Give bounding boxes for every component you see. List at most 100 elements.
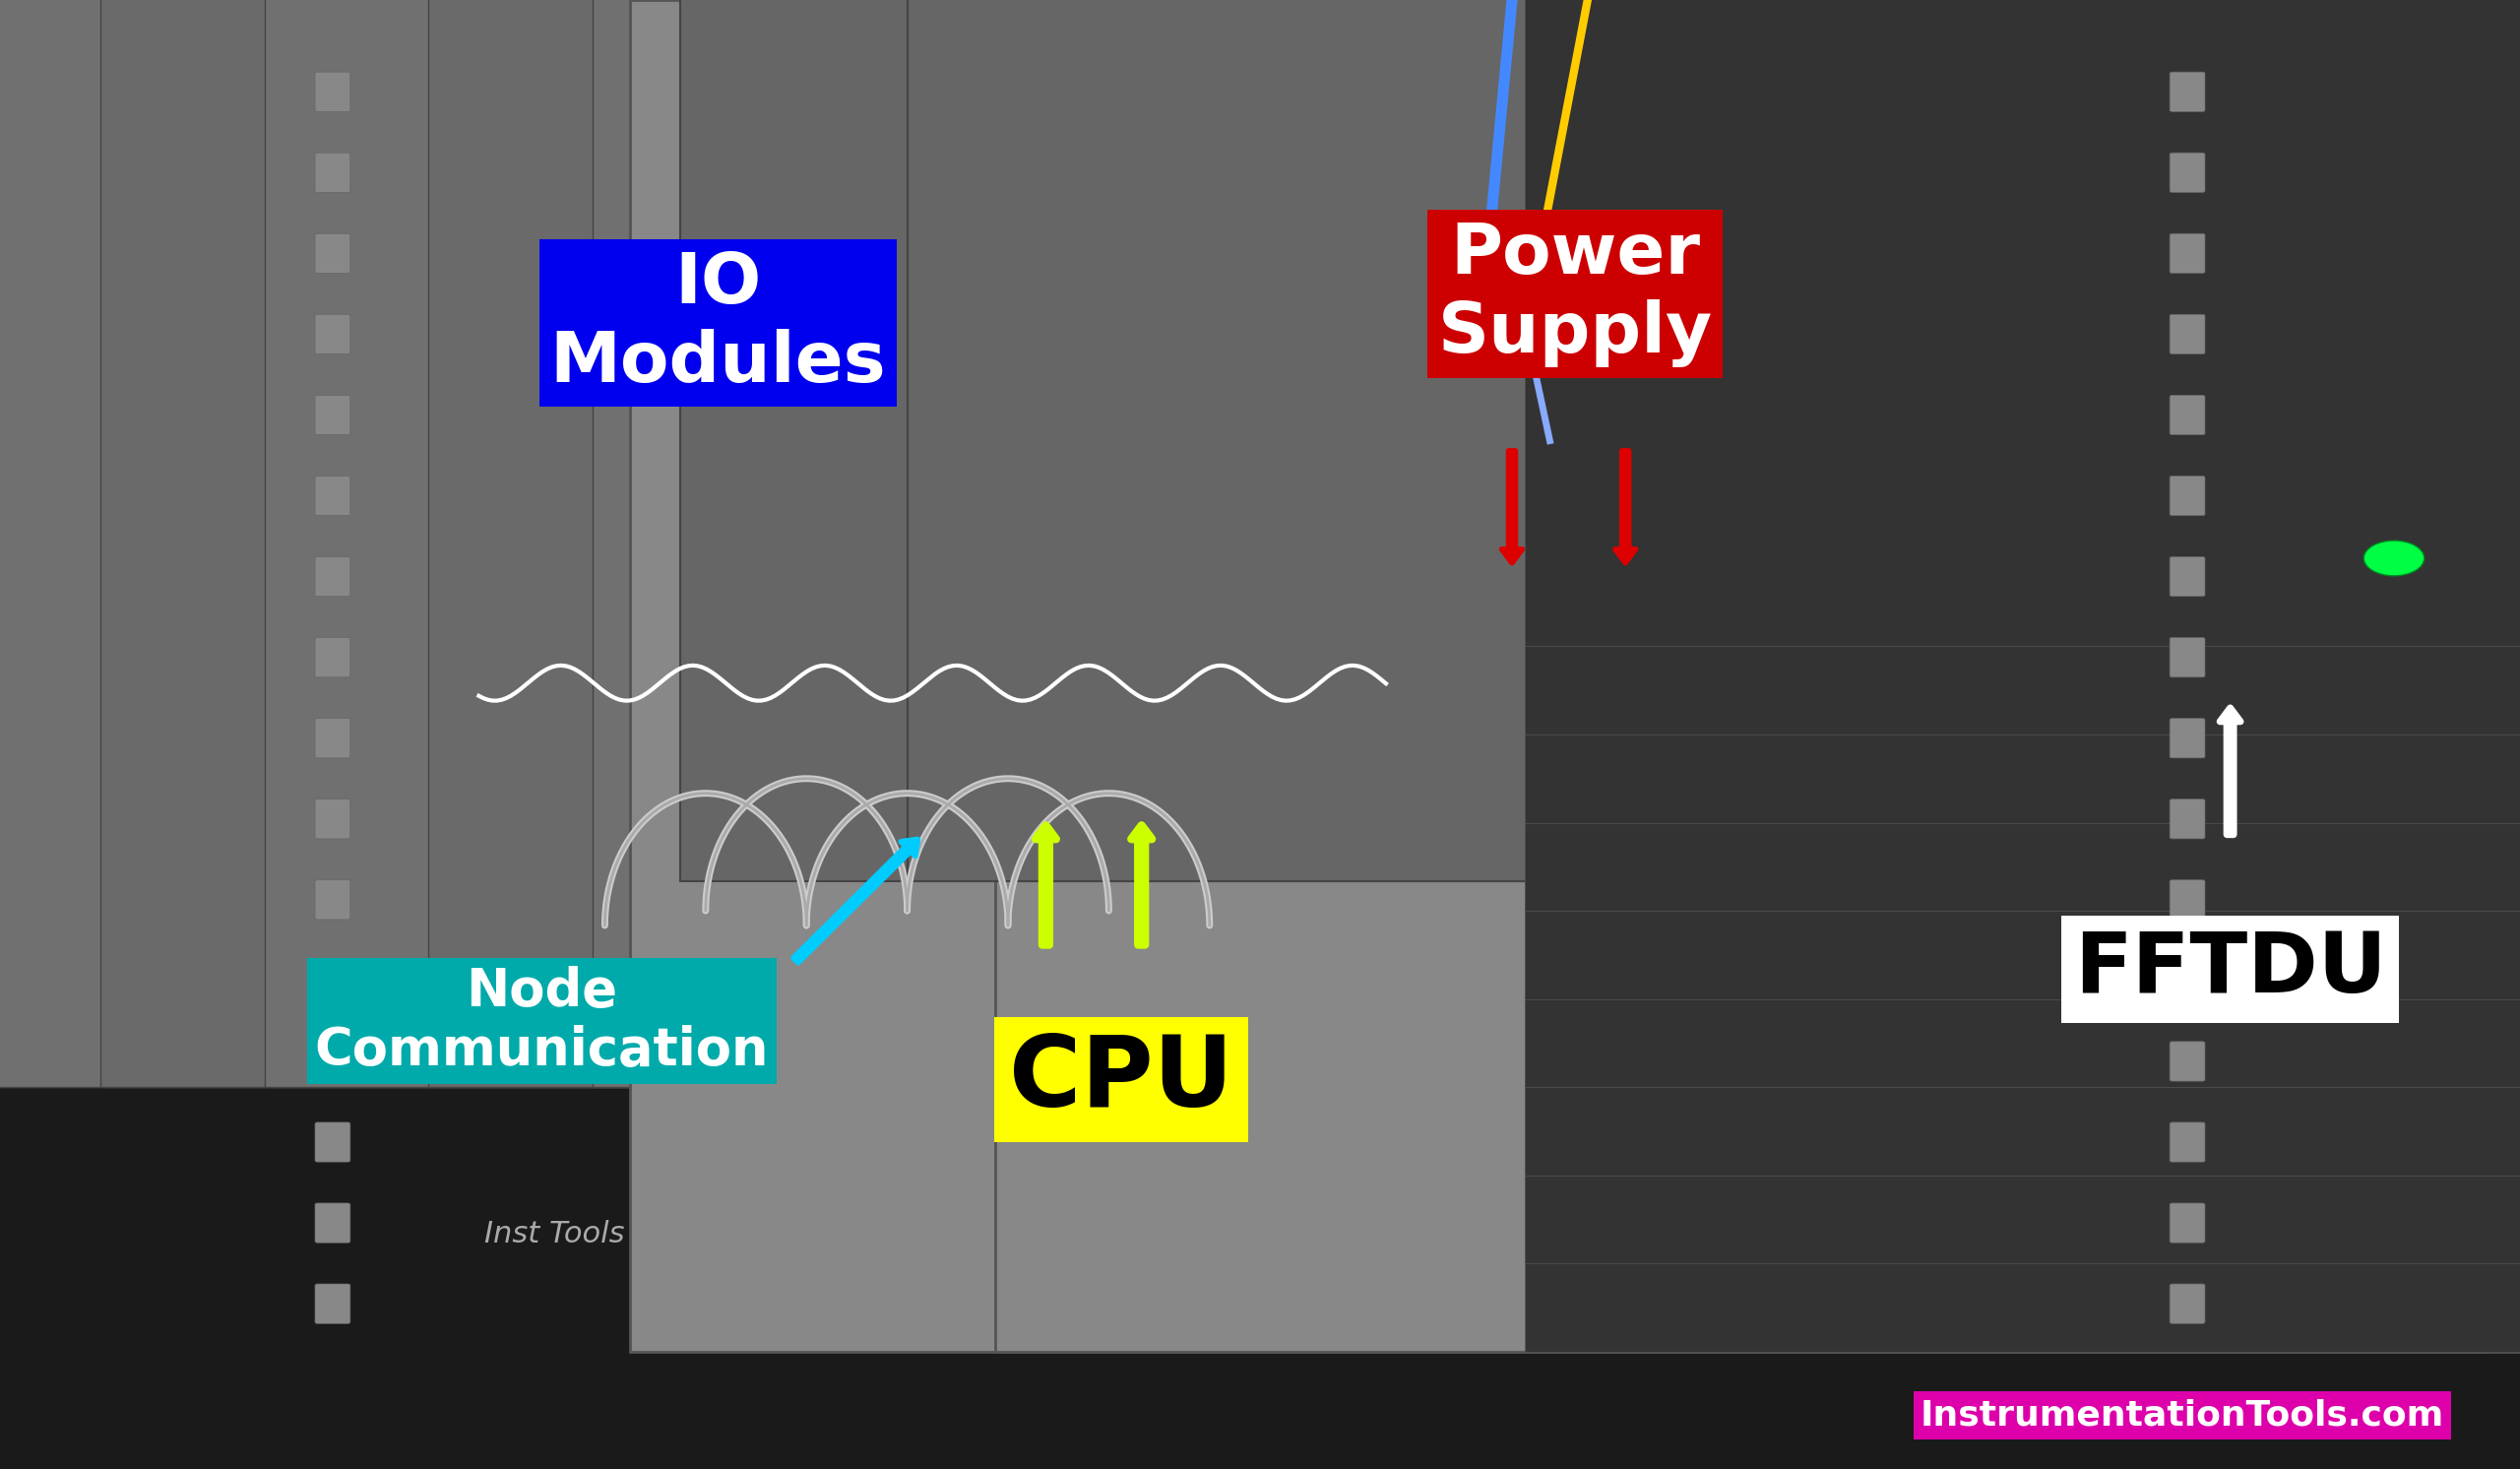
FancyBboxPatch shape: [323, 0, 1847, 632]
FancyBboxPatch shape: [2170, 234, 2205, 273]
FancyBboxPatch shape: [746, 0, 2271, 632]
FancyBboxPatch shape: [1068, 0, 2520, 632]
FancyBboxPatch shape: [1351, 0, 2520, 632]
FancyBboxPatch shape: [0, 0, 1504, 632]
Text: Node
Communication: Node Communication: [315, 965, 769, 1077]
Circle shape: [2364, 541, 2424, 576]
FancyBboxPatch shape: [0, 0, 1323, 632]
FancyBboxPatch shape: [867, 0, 2391, 632]
FancyBboxPatch shape: [0, 0, 1263, 632]
FancyBboxPatch shape: [907, 0, 2432, 632]
FancyBboxPatch shape: [0, 0, 2520, 1116]
FancyBboxPatch shape: [585, 0, 2109, 632]
FancyBboxPatch shape: [315, 395, 350, 435]
Text: IO
Modules: IO Modules: [549, 250, 887, 397]
FancyBboxPatch shape: [60, 0, 1585, 632]
FancyBboxPatch shape: [1462, 0, 2520, 1469]
FancyBboxPatch shape: [282, 0, 1807, 632]
FancyBboxPatch shape: [0, 0, 1184, 1469]
FancyBboxPatch shape: [968, 0, 2492, 632]
FancyBboxPatch shape: [1525, 0, 2520, 911]
FancyBboxPatch shape: [1431, 0, 2520, 632]
FancyBboxPatch shape: [141, 0, 1666, 632]
FancyBboxPatch shape: [847, 0, 2371, 632]
FancyBboxPatch shape: [0, 0, 1383, 632]
FancyBboxPatch shape: [988, 0, 2512, 632]
FancyBboxPatch shape: [444, 0, 1968, 632]
FancyBboxPatch shape: [0, 0, 1121, 632]
FancyBboxPatch shape: [181, 0, 1706, 632]
FancyBboxPatch shape: [0, 0, 1525, 632]
FancyBboxPatch shape: [315, 72, 350, 112]
FancyBboxPatch shape: [948, 0, 2472, 632]
FancyBboxPatch shape: [101, 0, 1751, 1087]
FancyBboxPatch shape: [1525, 0, 2520, 823]
FancyBboxPatch shape: [756, 0, 2407, 1087]
FancyBboxPatch shape: [630, 0, 2482, 1351]
FancyBboxPatch shape: [1169, 0, 2520, 632]
FancyBboxPatch shape: [685, 0, 2210, 632]
FancyBboxPatch shape: [315, 638, 350, 677]
FancyBboxPatch shape: [315, 718, 350, 758]
FancyBboxPatch shape: [0, 0, 1222, 632]
FancyBboxPatch shape: [1525, 235, 2520, 1175]
FancyBboxPatch shape: [222, 0, 1746, 632]
FancyBboxPatch shape: [403, 0, 1928, 632]
FancyBboxPatch shape: [363, 0, 1887, 632]
FancyBboxPatch shape: [1331, 0, 2520, 632]
FancyBboxPatch shape: [806, 0, 2331, 632]
Text: CENTUM: CENTUM: [1527, 699, 1588, 711]
FancyBboxPatch shape: [1525, 0, 2520, 646]
FancyBboxPatch shape: [2170, 1203, 2205, 1243]
FancyBboxPatch shape: [1250, 0, 2520, 632]
FancyBboxPatch shape: [1525, 0, 2520, 734]
FancyBboxPatch shape: [766, 0, 2291, 632]
FancyBboxPatch shape: [2170, 557, 2205, 596]
FancyBboxPatch shape: [1230, 0, 2520, 632]
FancyBboxPatch shape: [1310, 0, 2520, 632]
FancyBboxPatch shape: [0, 0, 1424, 1087]
FancyBboxPatch shape: [315, 961, 350, 1000]
FancyBboxPatch shape: [1525, 323, 2520, 1263]
FancyBboxPatch shape: [315, 1203, 350, 1243]
FancyBboxPatch shape: [383, 0, 1908, 632]
FancyBboxPatch shape: [726, 0, 2250, 632]
FancyBboxPatch shape: [302, 0, 1827, 632]
FancyBboxPatch shape: [20, 0, 1545, 632]
FancyBboxPatch shape: [315, 314, 350, 354]
FancyBboxPatch shape: [315, 557, 350, 596]
FancyBboxPatch shape: [0, 0, 1363, 632]
FancyBboxPatch shape: [0, 0, 1303, 632]
FancyBboxPatch shape: [2170, 476, 2205, 516]
FancyBboxPatch shape: [0, 0, 1182, 632]
FancyBboxPatch shape: [2170, 961, 2205, 1000]
FancyBboxPatch shape: [786, 0, 2311, 632]
FancyBboxPatch shape: [645, 0, 2170, 632]
FancyBboxPatch shape: [484, 0, 2008, 632]
FancyBboxPatch shape: [2170, 395, 2205, 435]
FancyBboxPatch shape: [0, 0, 1162, 632]
FancyBboxPatch shape: [242, 0, 1767, 632]
FancyBboxPatch shape: [927, 0, 2452, 632]
FancyBboxPatch shape: [2170, 638, 2205, 677]
FancyBboxPatch shape: [0, 0, 1142, 632]
FancyBboxPatch shape: [1487, 0, 2520, 1396]
FancyBboxPatch shape: [2170, 1284, 2205, 1324]
FancyBboxPatch shape: [315, 476, 350, 516]
FancyBboxPatch shape: [0, 0, 1058, 1469]
FancyBboxPatch shape: [0, 0, 1343, 632]
FancyBboxPatch shape: [202, 0, 1726, 632]
FancyBboxPatch shape: [315, 880, 350, 920]
FancyBboxPatch shape: [1371, 0, 2520, 632]
FancyBboxPatch shape: [2170, 314, 2205, 354]
FancyBboxPatch shape: [0, 0, 1424, 632]
FancyBboxPatch shape: [315, 234, 350, 273]
FancyBboxPatch shape: [2170, 1122, 2205, 1162]
FancyBboxPatch shape: [161, 0, 1686, 632]
FancyBboxPatch shape: [1109, 0, 2520, 632]
FancyBboxPatch shape: [315, 1042, 350, 1081]
FancyBboxPatch shape: [1028, 0, 2520, 632]
FancyBboxPatch shape: [504, 0, 2029, 632]
FancyBboxPatch shape: [2170, 153, 2205, 192]
FancyBboxPatch shape: [1525, 411, 2520, 1351]
